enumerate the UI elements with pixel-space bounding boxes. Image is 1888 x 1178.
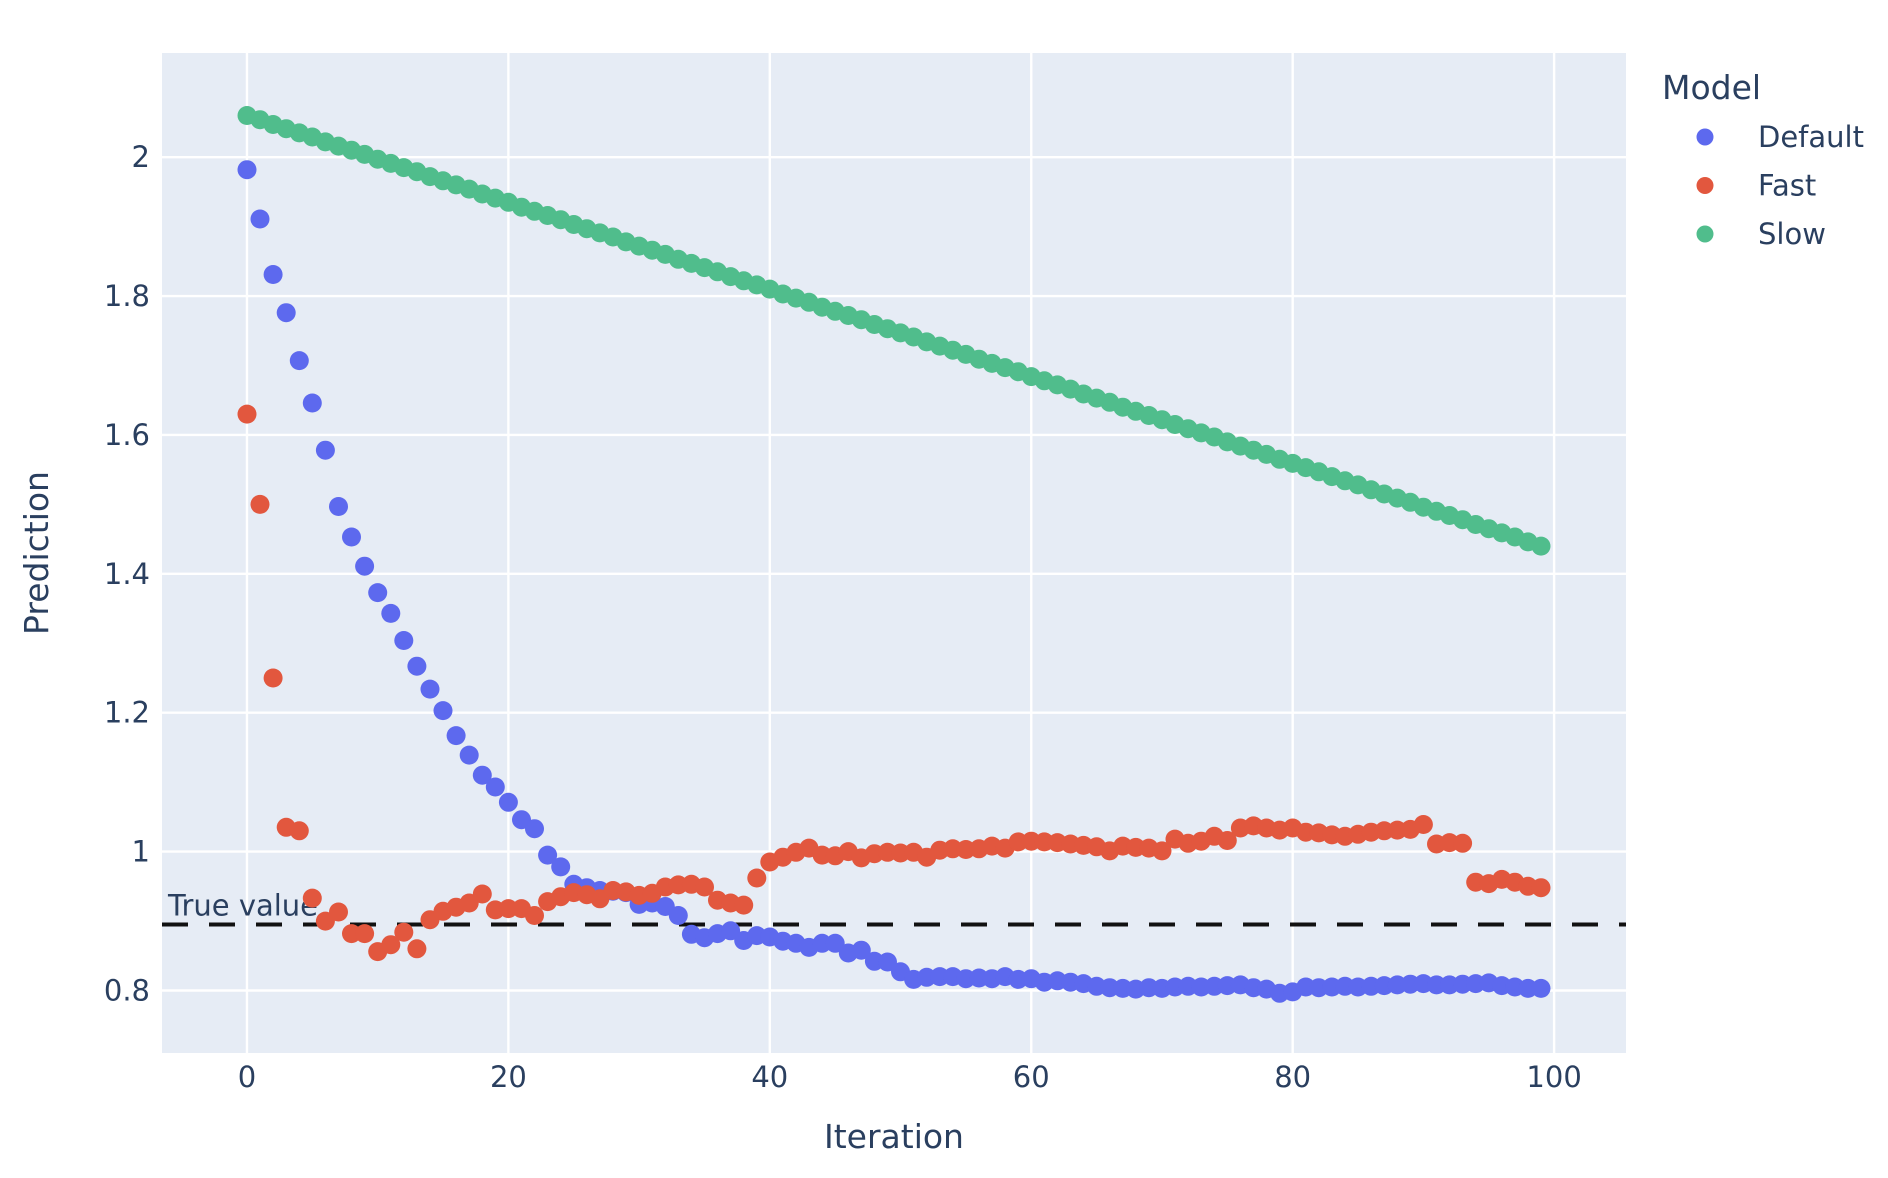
data-point (878, 952, 897, 972)
x-tick-label: 20 (490, 1060, 527, 1094)
legend-item-fast[interactable]: Fast (1696, 169, 1817, 203)
data-point (498, 792, 518, 812)
legend-item-default[interactable]: Default (1696, 120, 1864, 154)
data-point (1531, 536, 1551, 556)
data-point (276, 303, 296, 323)
data-point (355, 556, 375, 576)
legend: Model Default Fast Slow (1662, 68, 1864, 251)
legend-marker-slow (1696, 225, 1714, 243)
data-point (368, 583, 388, 603)
data-point (381, 935, 401, 955)
data-point (459, 745, 479, 765)
x-tick-label: 100 (1526, 1060, 1581, 1094)
data-point (734, 895, 754, 915)
y-tick-label: 2 (132, 140, 150, 174)
gridlines (162, 53, 1626, 1053)
data-point (812, 933, 832, 953)
data-point (446, 726, 466, 746)
data-point (302, 393, 322, 413)
x-tick-label: 0 (238, 1060, 256, 1094)
data-point (851, 940, 871, 960)
data-point (329, 497, 348, 516)
data-point (394, 922, 414, 942)
data-point (1413, 815, 1433, 834)
y-axis-title: Prediction (17, 471, 56, 635)
data-point (250, 494, 270, 514)
data-point (237, 160, 257, 180)
data-point (1217, 831, 1237, 850)
x-tick-label: 80 (1274, 1060, 1311, 1094)
data-point (263, 668, 283, 688)
x-tick-label: 60 (1013, 1060, 1050, 1094)
data-point (250, 209, 270, 229)
data-point (289, 351, 309, 371)
data-point (472, 765, 492, 785)
data-point (930, 967, 950, 987)
data-point (485, 777, 505, 797)
legend-label: Fast (1758, 169, 1816, 203)
data-point (355, 924, 375, 944)
data-point (747, 868, 767, 888)
y-tick-label: 1.2 (104, 696, 150, 730)
legend-title: Model (1662, 68, 1761, 107)
plot-area (162, 53, 1626, 1053)
data-point (498, 899, 518, 919)
legend-label: Slow (1758, 217, 1826, 251)
data-point (315, 440, 335, 460)
data-point (433, 701, 453, 721)
y-tick-label: 1.4 (104, 557, 150, 591)
data-point (721, 921, 741, 941)
data-point (329, 902, 348, 922)
y-tick-label: 1.6 (104, 418, 150, 452)
data-point (342, 924, 361, 944)
data-point (289, 821, 309, 841)
data-point (407, 939, 427, 959)
data-point (538, 845, 558, 865)
data-point (302, 888, 322, 908)
data-point (394, 631, 414, 650)
data-point (1531, 978, 1551, 998)
series-fast (237, 404, 1551, 962)
legend-marker-default (1696, 128, 1714, 146)
data-point (1518, 978, 1538, 998)
data-point (1453, 833, 1473, 853)
y-tick-label: 1.8 (104, 279, 150, 313)
y-tick-label: 0.8 (104, 974, 150, 1008)
data-point (342, 527, 361, 547)
data-point (1427, 975, 1446, 995)
y-tick-label: 1 (132, 835, 150, 869)
x-axis-title: Iteration (824, 1117, 964, 1156)
data-point (472, 884, 492, 904)
data-point (1152, 841, 1172, 861)
data-point (551, 857, 571, 877)
data-point (525, 819, 544, 839)
x-tick-label: 40 (751, 1060, 788, 1094)
data-point (825, 933, 845, 953)
true-value-annotation: True value (167, 889, 318, 923)
series-slow (237, 106, 1551, 556)
data-point (525, 906, 544, 925)
data-point (695, 877, 714, 897)
legend-item-slow[interactable]: Slow (1696, 217, 1826, 251)
data-point (263, 265, 283, 284)
data-point (381, 603, 401, 623)
data-point (1531, 878, 1551, 898)
data-point (407, 656, 427, 676)
data-point (237, 404, 257, 424)
legend-label: Default (1758, 120, 1864, 154)
series-default (237, 160, 1551, 1003)
legend-marker-fast (1696, 177, 1714, 194)
data-point (668, 906, 688, 925)
data-point (420, 679, 440, 699)
